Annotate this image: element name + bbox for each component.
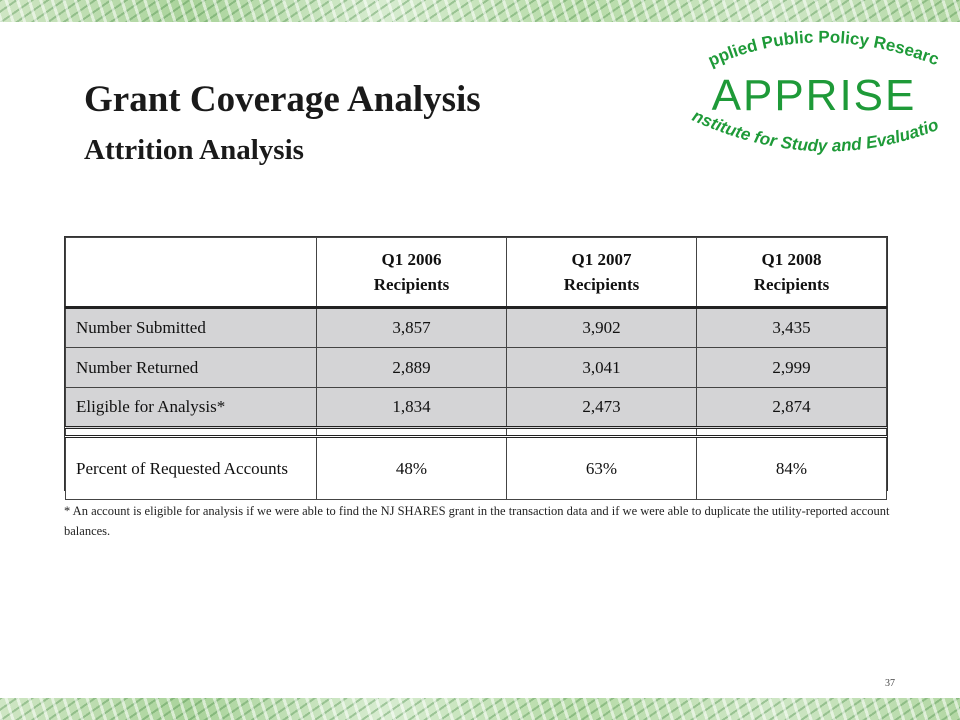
decorative-bottom-border — [0, 698, 960, 720]
cell-value: 3,435 — [696, 307, 887, 348]
cell-value: 2,473 — [506, 387, 697, 428]
cell-value: 3,857 — [316, 307, 507, 348]
cell-value: 63% — [506, 436, 697, 500]
cell-value: 2,889 — [316, 347, 507, 388]
cell-value: 3,041 — [506, 347, 697, 388]
cell-value: 1,834 — [316, 387, 507, 428]
header-cell-empty — [65, 237, 317, 309]
table-row: Number Returned 2,889 3,041 2,999 — [65, 347, 887, 388]
header-cell-q1-2007: Q1 2007 Recipients — [506, 237, 697, 309]
slide-subtitle: Attrition Analysis — [84, 134, 304, 166]
attrition-table: Q1 2006 Recipients Q1 2007 Recipients Q1… — [64, 236, 888, 500]
cell-value: 3,902 — [506, 307, 697, 348]
header-cell-q1-2006: Q1 2006 Recipients — [316, 237, 507, 309]
slide-title: Grant Coverage Analysis — [84, 79, 481, 120]
row-label: Eligible for Analysis* — [65, 387, 317, 428]
cell-value: 84% — [696, 436, 887, 500]
row-label: Percent of Requested Accounts — [65, 436, 317, 500]
cell-value: 48% — [316, 436, 507, 500]
apprise-logo: Applied Public Policy Research APPRISE I… — [680, 26, 942, 155]
footnote: * An account is eligible for analysis if… — [64, 504, 890, 538]
table-row: Eligible for Analysis* 1,834 2,473 2,874 — [65, 387, 887, 428]
table-row: Number Submitted 3,857 3,902 3,435 — [65, 307, 887, 348]
row-label: Number Submitted — [65, 307, 317, 348]
page-number: 37 — [885, 678, 895, 689]
cell-value: 2,874 — [696, 387, 887, 428]
table-separator — [65, 426, 887, 438]
decorative-top-border — [0, 0, 960, 22]
table-header-row: Q1 2006 Recipients Q1 2007 Recipients Q1… — [65, 237, 887, 309]
header-cell-q1-2008: Q1 2008 Recipients — [696, 237, 887, 309]
row-label: Number Returned — [65, 347, 317, 388]
logo-main-text: APPRISE — [712, 71, 917, 120]
cell-value: 2,999 — [696, 347, 887, 388]
table-row-percent: Percent of Requested Accounts 48% 63% 84… — [65, 436, 887, 500]
logo-top-text: Applied Public Policy Research — [680, 26, 942, 70]
